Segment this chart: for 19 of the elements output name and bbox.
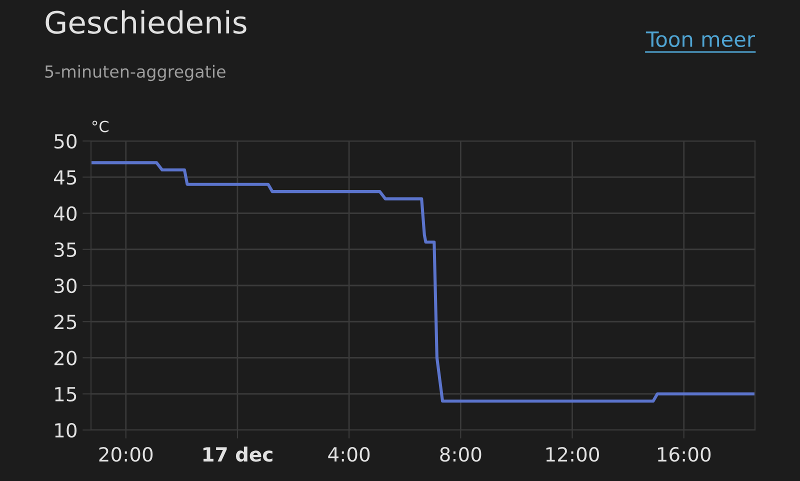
y-tick-label: 30 (54, 278, 77, 294)
chart-title: Geschiedenis (46, 10, 246, 34)
x-tick-label: 4:00 (328, 447, 370, 462)
y-tick-label: 20 (54, 350, 77, 366)
x-tick-label: 12:00 (546, 447, 599, 462)
x-tick-label: 17 dec (203, 446, 272, 462)
x-tick-label: 20:00 (99, 447, 153, 462)
chart-subtitle: 5-minuten-aggregatie (45, 64, 226, 82)
y-tick-label: 45 (54, 170, 76, 185)
y-tick-label: 35 (54, 242, 76, 258)
y-tick-label: 40 (54, 206, 77, 221)
y-tick-label: 50 (54, 134, 77, 149)
y-axis-title: °C (92, 120, 108, 132)
text: Toon meer (646, 32, 755, 48)
y-tick-label: 15 (55, 387, 76, 402)
y-tick-label: 10 (55, 422, 77, 438)
x-tick-label: 8:00 (440, 447, 482, 462)
y-tick-label: 25 (54, 314, 76, 330)
x-tick-label: 16:00 (658, 447, 711, 462)
